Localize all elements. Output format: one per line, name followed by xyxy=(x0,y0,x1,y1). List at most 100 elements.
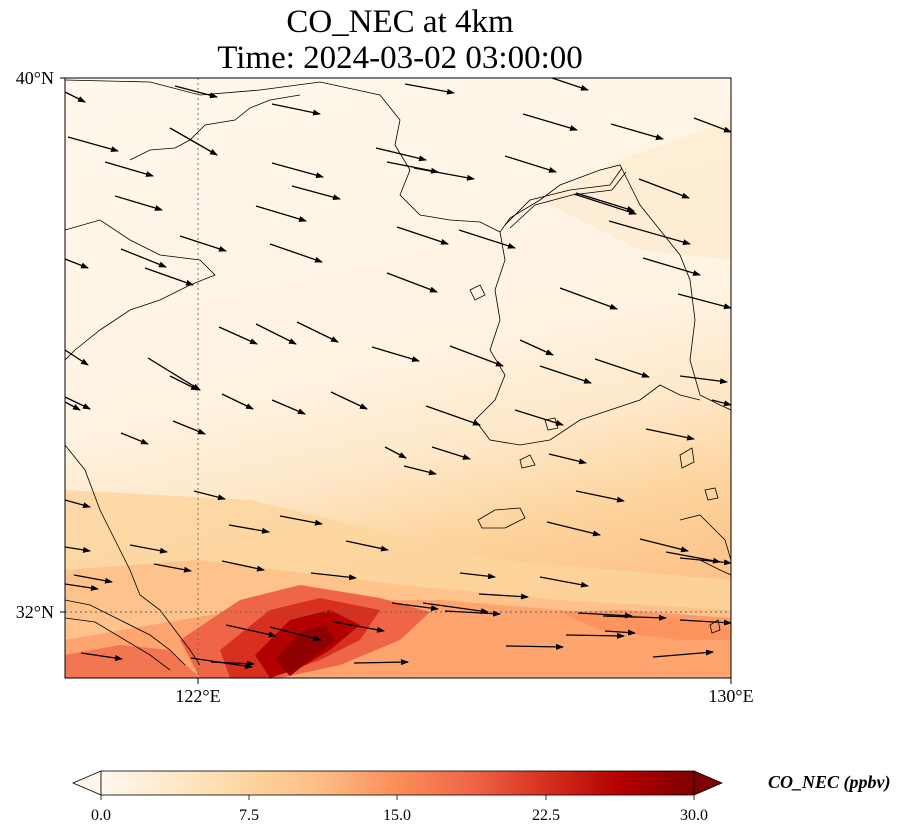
wind-arrow xyxy=(575,490,625,503)
wind-vectors xyxy=(65,78,731,669)
wind-arrow xyxy=(413,167,475,181)
wind-arrow xyxy=(444,610,501,617)
wind-arrow xyxy=(172,420,206,435)
wind-arrow xyxy=(539,365,592,384)
wind-arrow xyxy=(104,161,154,177)
wind-arrow xyxy=(384,446,407,459)
wind-arrow xyxy=(514,409,564,426)
wind-arrow xyxy=(67,136,119,153)
wind-arrow xyxy=(65,499,91,509)
wind-arrow xyxy=(271,162,324,179)
wind-arrow xyxy=(271,399,306,415)
wind-arrow xyxy=(679,619,731,626)
map-title-line1: CO_NEC at 4km xyxy=(286,4,514,40)
map-frame xyxy=(64,77,732,679)
wind-arrow xyxy=(575,192,635,212)
wind-arrow xyxy=(144,267,194,286)
wind-arrow xyxy=(269,626,322,642)
wind-arrow xyxy=(577,612,633,619)
wind-arrow xyxy=(153,563,192,573)
colorbar-tick-4: 30.0 xyxy=(680,807,708,824)
wind-arrow xyxy=(565,632,625,639)
wind-arrow xyxy=(210,660,255,667)
wind-arrow xyxy=(638,178,690,199)
wind-arrow xyxy=(422,602,489,615)
lat-label-32n: 32°N xyxy=(16,602,54,622)
wind-arrow xyxy=(193,490,226,501)
wind-arrow xyxy=(80,652,123,661)
colorbar-label: CO_NEC (ppbv) xyxy=(768,772,891,793)
wind-arrow xyxy=(330,391,368,410)
wind-arrow xyxy=(396,226,449,245)
wind-arrow xyxy=(404,83,455,95)
wind-arrow xyxy=(169,375,199,391)
wind-arrow xyxy=(459,572,496,580)
wind-arrow xyxy=(345,540,389,552)
wind-arrow xyxy=(608,220,691,245)
wind-arrow xyxy=(711,399,731,407)
wind-arrow xyxy=(310,572,357,581)
wind-arrow xyxy=(333,621,385,633)
wind-arrow xyxy=(129,544,168,554)
wind-arrow xyxy=(225,624,277,638)
colorbar-tick-0: 0.0 xyxy=(91,807,111,824)
wind-arrow xyxy=(522,113,578,131)
wind-arrow xyxy=(665,551,721,564)
wind-arrow xyxy=(65,258,89,269)
wind-arrow xyxy=(391,602,439,612)
lon-label-130e: 130°E xyxy=(708,686,753,706)
wind-arrow xyxy=(65,401,81,411)
wind-arrow xyxy=(353,659,409,666)
wind-arrow xyxy=(679,557,731,566)
wind-arrow xyxy=(228,524,270,534)
wind-arrow xyxy=(602,614,667,621)
wind-arrow xyxy=(174,85,218,99)
wind-arrow xyxy=(610,123,664,140)
wind-arrow xyxy=(693,117,731,133)
gridlines xyxy=(65,78,731,678)
wind-arrow xyxy=(218,326,258,345)
wind-arrow xyxy=(269,243,323,263)
wind-arrow xyxy=(677,293,731,310)
wind-arrow xyxy=(645,428,695,441)
wind-arrow xyxy=(179,235,227,252)
wind-arrow xyxy=(65,349,89,366)
wind-arrow xyxy=(573,193,637,215)
wind-arrow xyxy=(458,229,516,249)
colorbar-tick-1: 7.5 xyxy=(239,807,259,824)
wind-arrow xyxy=(65,583,99,591)
wind-arrow xyxy=(73,574,113,584)
wind-arrow xyxy=(425,405,481,426)
wind-arrow xyxy=(504,155,557,173)
wind-arrow xyxy=(559,287,618,310)
colorbar: 0.0 7.5 15.0 22.5 30.0 CO_NEC (ppbv) xyxy=(71,770,891,824)
wind-arrow xyxy=(551,78,589,91)
wind-arrow xyxy=(604,629,636,636)
wind-arrow xyxy=(478,593,529,600)
wind-arrow xyxy=(546,521,601,537)
wind-arrow xyxy=(65,91,86,103)
wind-arrow xyxy=(255,205,307,222)
wind-arrow xyxy=(449,345,504,367)
wind-arrow xyxy=(505,643,564,650)
colorbar-tick-3: 22.5 xyxy=(532,807,560,824)
lat-label-40n: 40°N xyxy=(16,68,54,88)
wind-arrow xyxy=(271,103,321,116)
colorbar-extend-min xyxy=(71,770,102,796)
wind-arrow xyxy=(539,576,589,588)
wind-arrow xyxy=(120,432,149,445)
wind-arrow xyxy=(371,346,420,362)
lon-label-122e: 122°E xyxy=(175,686,220,706)
axis-labels: 40°N 32°N 122°E 130°E xyxy=(16,68,754,706)
wind-arrow xyxy=(221,560,265,572)
wind-arrow xyxy=(255,323,297,345)
concentration-field xyxy=(65,78,731,678)
wind-arrow xyxy=(642,257,701,276)
wind-arrow xyxy=(114,195,163,211)
wind-arrow xyxy=(431,446,471,460)
colorbar-tick-2: 15.0 xyxy=(383,807,411,824)
wind-arrow xyxy=(296,321,339,343)
wind-arrow xyxy=(652,649,714,658)
wind-arrow xyxy=(279,515,323,526)
